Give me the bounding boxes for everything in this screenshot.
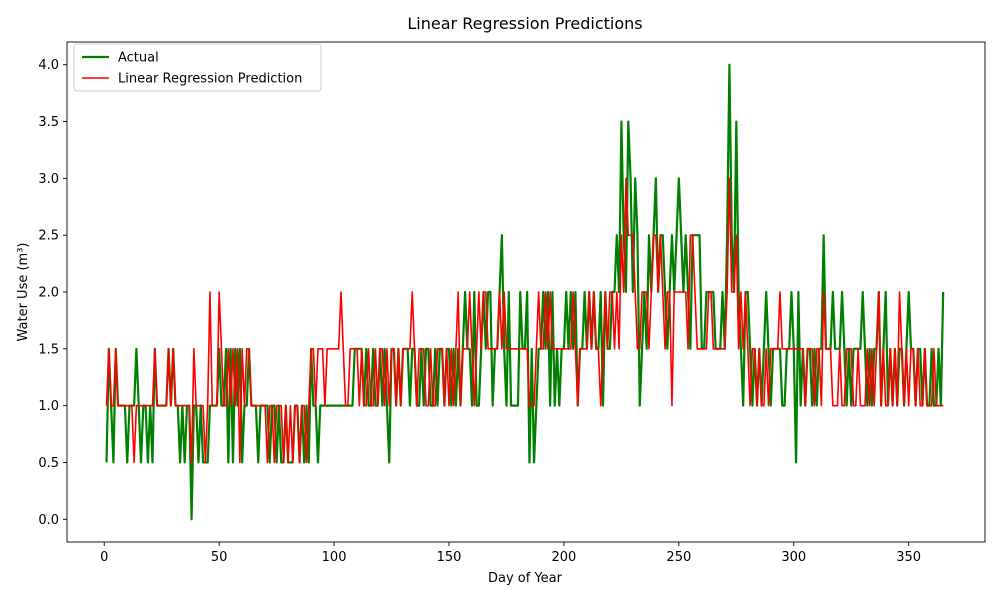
legend-label: Linear Regression Prediction — [118, 72, 302, 87]
y-tick-label: 4.0 — [38, 58, 59, 73]
x-tick-label: 100 — [322, 550, 347, 565]
y-tick-label: 2.0 — [38, 286, 59, 301]
y-tick-label: 1.5 — [38, 342, 59, 357]
y-tick-label: 3.5 — [38, 115, 59, 130]
y-tick-label: 0.5 — [38, 456, 59, 471]
plot-area — [67, 42, 985, 542]
y-tick-label: 1.0 — [38, 399, 59, 414]
y-tick-label: 0.0 — [38, 513, 59, 528]
y-tick-label: 3.0 — [38, 172, 59, 187]
series-layer — [105, 63, 945, 521]
legend: Actual Linear Regression Prediction — [73, 43, 322, 92]
x-tick-label: 150 — [437, 550, 462, 565]
y-tick-label: 2.5 — [38, 229, 59, 244]
series-line-prediction — [105, 177, 944, 464]
x-tick-label: 200 — [552, 550, 577, 565]
chart-title: Linear Regression Predictions — [407, 14, 642, 33]
x-tick-label: 0 — [100, 550, 108, 565]
y-axis-label: Water Use (m³) — [16, 243, 31, 342]
x-tick-label: 300 — [781, 550, 806, 565]
x-tick-label: 50 — [211, 550, 228, 565]
x-tick-label: 350 — [896, 550, 921, 565]
legend-label: Actual — [118, 51, 159, 66]
axes-layer: 0 50 100 150 200 250 300 350 0.0 0.5 1.0 1.5 2.0 2.5 3… — [38, 41, 986, 565]
x-tick-label: 250 — [666, 550, 691, 565]
legend-box — [73, 43, 322, 92]
plot-background — [67, 42, 985, 542]
x-axis-label: Day of Year — [488, 571, 563, 586]
